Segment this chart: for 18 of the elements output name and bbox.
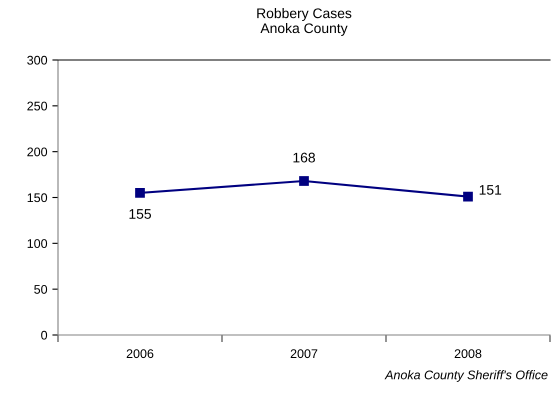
point	[463, 192, 473, 202]
y-tick-label: 200	[27, 147, 48, 156]
y-tick-label: 300	[27, 56, 48, 65]
x-tick-label: 2008	[454, 349, 482, 358]
point	[299, 176, 309, 186]
data-label: 151	[480, 185, 502, 195]
y-tick-label: 50	[34, 284, 48, 294]
data-label: 155	[129, 209, 152, 219]
y-tick-label: 150	[28, 193, 48, 202]
chart-title: Robbery Cases Anoka County	[257, 8, 352, 36]
x-tick-label: 2006	[126, 349, 154, 358]
y-tick-label: 0	[41, 330, 48, 340]
y-tick-label: 250	[27, 102, 48, 110]
y-tick-label: 100	[28, 239, 48, 248]
text: Anoka County Sheriff's Office	[384, 370, 548, 382]
point	[135, 188, 145, 198]
data-label: 168	[293, 152, 315, 163]
x-tick-label: 2007	[290, 349, 318, 358]
